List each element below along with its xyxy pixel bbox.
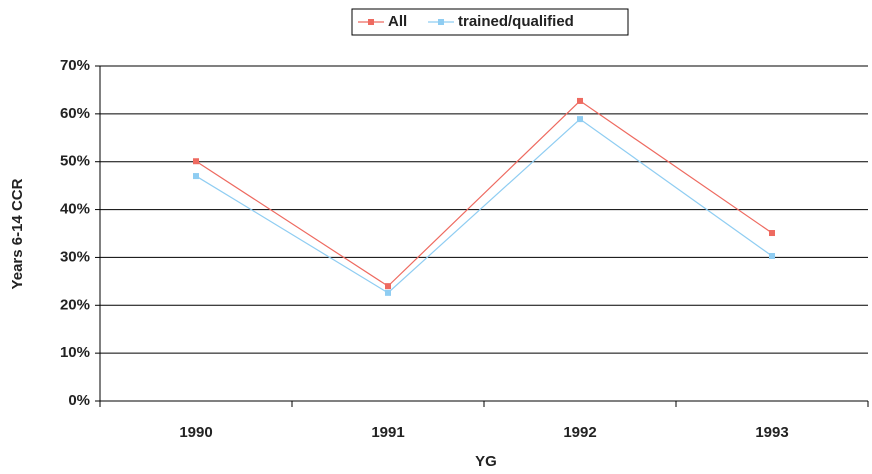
legend-label: trained/qualified xyxy=(458,13,574,30)
marker xyxy=(193,173,199,180)
x-axis-title: YG xyxy=(475,453,497,470)
x-tick-label: 1993 xyxy=(755,424,788,441)
y-tick-label: 50% xyxy=(60,153,90,170)
y-tick-label: 70% xyxy=(60,57,90,74)
y-tick-label: 0% xyxy=(68,392,90,409)
legend-label: All xyxy=(388,13,407,30)
series-line xyxy=(195,118,773,294)
legend-marker xyxy=(368,19,374,25)
y-tick-label: 10% xyxy=(60,344,90,361)
y-tick-label: 20% xyxy=(60,296,90,313)
marker xyxy=(577,116,583,123)
y-tick-label: 30% xyxy=(60,248,90,265)
x-tick-label: 1992 xyxy=(563,424,596,441)
marker xyxy=(769,252,775,259)
marker xyxy=(769,230,775,237)
marker xyxy=(385,289,391,296)
y-tick-label: 40% xyxy=(60,201,90,218)
legend-box xyxy=(351,8,629,36)
marker xyxy=(577,97,583,104)
y-axis-title: Years 6-14 CCR xyxy=(9,178,26,289)
marker xyxy=(193,158,199,165)
x-tick-label: 1990 xyxy=(179,424,212,441)
marker xyxy=(385,283,391,290)
x-tick-label: 1991 xyxy=(371,424,404,441)
series-line xyxy=(195,100,773,287)
y-tick-label: 60% xyxy=(60,105,90,122)
legend-marker xyxy=(438,19,444,25)
